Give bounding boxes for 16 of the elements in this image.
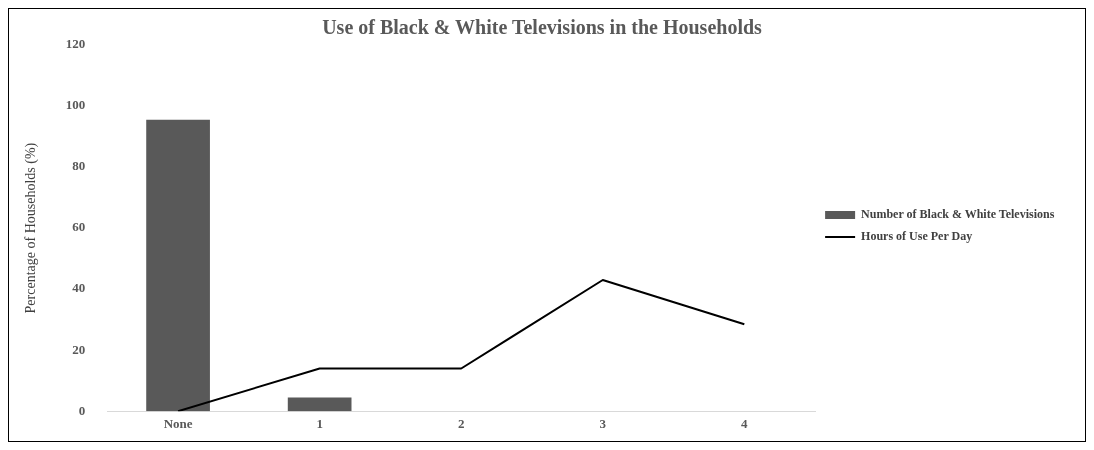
x-tick-label: 3 <box>599 416 607 432</box>
y-tick-label: 100 <box>65 97 86 113</box>
x-tick-label: 2 <box>457 416 465 432</box>
y-axis-title: Percentage of Households (%) <box>23 142 40 314</box>
chart-title: Use of Black & White Televisions in the Households <box>322 16 763 39</box>
y-tick-label: 120 <box>65 36 86 52</box>
y-tick-label: 40 <box>72 280 86 296</box>
y-tick-label: 20 <box>72 341 86 357</box>
legend-label: Number of Black & White Televisions <box>861 207 1055 222</box>
x-tick-label: 1 <box>316 416 323 432</box>
y-tick-label: 80 <box>72 158 86 174</box>
x-tick-label: None <box>163 416 193 432</box>
legend-label: Hours of Use Per Day <box>861 229 973 244</box>
x-tick-label: 4 <box>741 416 749 432</box>
y-tick-label: 0 <box>78 402 86 418</box>
y-tick-label: 60 <box>72 219 86 235</box>
